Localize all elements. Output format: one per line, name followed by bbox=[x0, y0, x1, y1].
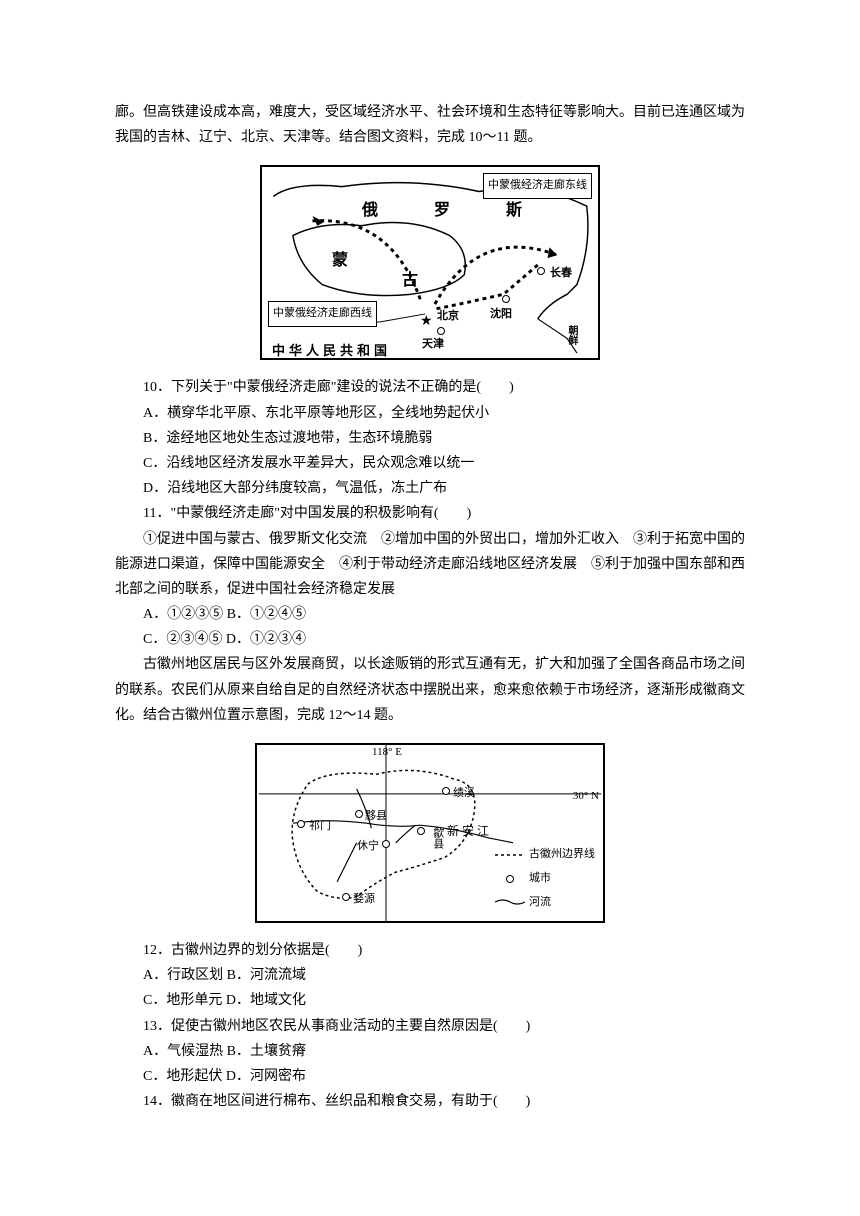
label-tianjin: 天津 bbox=[422, 335, 444, 355]
label-qimen: 祁门 bbox=[309, 817, 331, 837]
label-russia: 俄 罗 斯 bbox=[362, 197, 530, 226]
q11-detail: ①促进中国与蒙古、俄罗斯文化交流 ②增加中国的外贸出口，增加外汇收入 ③利于拓宽… bbox=[115, 527, 745, 603]
figure-2-map: 118° E 30° N 祁门 黟县 休宁 绩溪 歙县 婺源 新安江 古徽州边界… bbox=[255, 743, 605, 923]
label-yixian: 黟县 bbox=[365, 807, 387, 827]
shexian-dot bbox=[417, 827, 425, 835]
label-xiuning: 休宁 bbox=[357, 837, 379, 857]
qimen-dot bbox=[297, 820, 305, 828]
intro-paragraph-1: 廊。但高铁建设成本高，难度大，受区域经济水平、社会环境和生态特征等影响大。目前已… bbox=[115, 100, 745, 150]
figure-1-map: 中蒙俄经济走廊东线 中蒙俄经济走廊西线 俄 罗 斯 蒙 古 中华人民共和国 ★ … bbox=[260, 165, 600, 360]
label-river-name: 新安江 bbox=[447, 821, 492, 843]
label-shenyang: 沈阳 bbox=[490, 305, 512, 325]
figure-1-container: 中蒙俄经济走廊东线 中蒙俄经济走廊西线 俄 罗 斯 蒙 古 中华人民共和国 ★ … bbox=[115, 165, 745, 360]
legend-border: 古徽州边界线 bbox=[529, 845, 595, 865]
label-korea: 朝鲜 bbox=[562, 325, 580, 345]
q12-stem: 12．古徽州边界的划分依据是( ) bbox=[115, 938, 745, 963]
latitude-label: 30° N bbox=[573, 787, 599, 807]
label-changchun: 长春 bbox=[550, 264, 572, 284]
figure-2-container: 118° E 30° N 祁门 黟县 休宁 绩溪 歙县 婺源 新安江 古徽州边界… bbox=[115, 743, 745, 923]
q10-option-a: A．横穿华北平原、东北平原等地形区，全线地势起伏小 bbox=[115, 401, 745, 426]
beijing-star: ★ bbox=[420, 309, 433, 334]
label-jixi: 绩溪 bbox=[453, 784, 475, 804]
q13-option-ab: A．气候湿热 B．土壤贫瘠 bbox=[115, 1039, 745, 1064]
q10-stem: 10．下列关于"中蒙俄经济走廊"建设的说法不正确的是( ) bbox=[115, 375, 745, 400]
q13-option-cd: C．地形起伏 D．河网密布 bbox=[115, 1064, 745, 1089]
q11-option-ab: A．①②③⑤ B．①②④⑤ bbox=[115, 602, 745, 627]
yixian-dot bbox=[355, 810, 363, 818]
wuyuan-dot bbox=[342, 893, 350, 901]
label-mongolia-2: 古 bbox=[402, 267, 418, 296]
legend-city: 城市 bbox=[529, 869, 551, 889]
legend-box: 古徽州边界线 城市 河流 bbox=[495, 845, 595, 912]
q14-stem: 14．徽商在地区间进行棉布、丝织品和粮食交易，有助于( ) bbox=[115, 1089, 745, 1114]
jixi-dot bbox=[442, 787, 450, 795]
legend-river: 河流 bbox=[529, 893, 551, 913]
label-wuyuan: 婺源 bbox=[353, 890, 375, 910]
q13-stem: 13．促使古徽州地区农民从事商业活动的主要自然原因是( ) bbox=[115, 1014, 745, 1039]
q12-option-ab: A．行政区划 B．河流流域 bbox=[115, 963, 745, 988]
label-shexian: 歙县 bbox=[427, 827, 447, 857]
corridor-east-box: 中蒙俄经济走廊东线 bbox=[483, 173, 592, 199]
label-beijing: 北京 bbox=[437, 307, 459, 327]
q11-stem: 11．"中蒙俄经济走廊"对中国发展的积极影响有( ) bbox=[115, 501, 745, 526]
longitude-label: 118° E bbox=[372, 743, 402, 763]
q12-option-cd: C．地形单元 D．地域文化 bbox=[115, 988, 745, 1013]
q10-option-b: B．途经地区地处生态过渡地带，生态环境脆弱 bbox=[115, 426, 745, 451]
q10-option-c: C．沿线地区经济发展水平差异大，民众观念难以统一 bbox=[115, 451, 745, 476]
label-china: 中华人民共和国 bbox=[272, 339, 391, 362]
q11-option-cd: C．②③④⑤ D．①②③④ bbox=[115, 627, 745, 652]
q10-option-d: D．沿线地区大部分纬度较高，气温低，冻土广布 bbox=[115, 476, 745, 501]
label-mongolia-1: 蒙 bbox=[332, 247, 348, 276]
xiuning-dot bbox=[382, 840, 390, 848]
corridor-west-box: 中蒙俄经济走廊西线 bbox=[268, 301, 377, 327]
intro-paragraph-2: 古徽州地区居民与区外发展商贸，以长途贩销的形式互通有无，扩大和加强了全国各商品市… bbox=[115, 652, 745, 728]
